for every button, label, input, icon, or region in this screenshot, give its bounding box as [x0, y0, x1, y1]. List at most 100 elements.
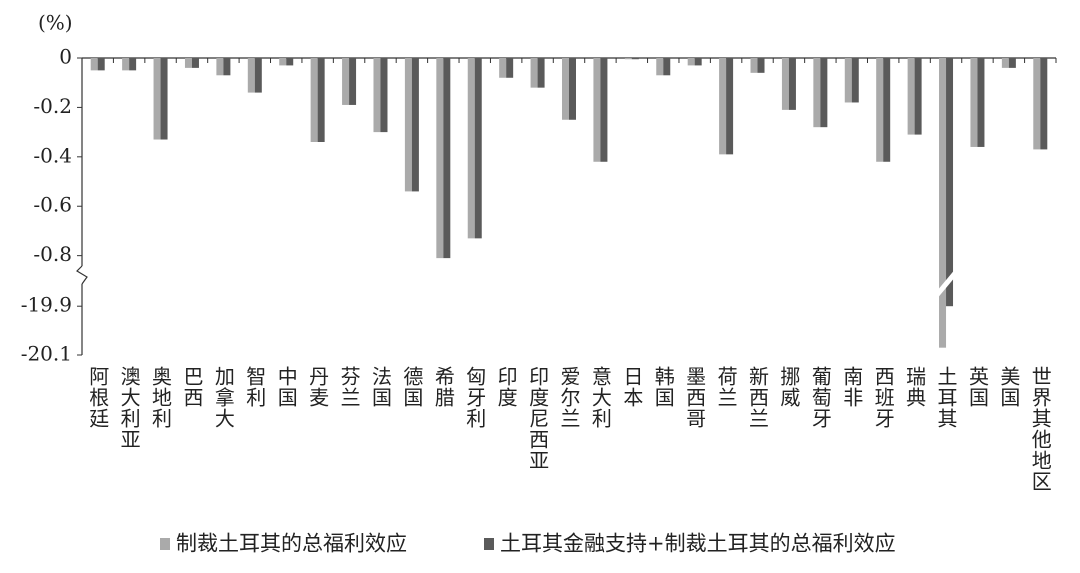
bar [719, 58, 727, 155]
x-tick-label: 中国 [274, 366, 298, 408]
bar [97, 58, 105, 71]
x-tick-label: 澳大利亚 [117, 366, 141, 450]
bar [184, 58, 192, 68]
break-gap [82, 268, 1056, 294]
bar [223, 58, 231, 76]
bar [216, 58, 224, 76]
x-tick-label: 土耳其 [934, 366, 958, 429]
x-tick-label: 新西兰 [746, 366, 770, 429]
x-tick-label: 日本 [620, 366, 644, 408]
bar [757, 58, 765, 73]
x-tick-label: 印度尼西亚 [526, 366, 550, 471]
x-tick-label: 智利 [243, 366, 267, 408]
bar [443, 58, 451, 259]
x-tick-label: 英国 [965, 366, 989, 408]
bar [1040, 58, 1048, 150]
bar [317, 58, 325, 142]
bar [436, 58, 444, 259]
bar [404, 58, 412, 192]
bar [562, 58, 569, 120]
x-tick-label: 南非 [840, 366, 864, 408]
bar [781, 58, 789, 110]
bar [1001, 58, 1009, 68]
x-tick-label: 匈牙利 [463, 366, 487, 429]
bar [499, 58, 507, 78]
bar [600, 58, 608, 162]
bar [373, 58, 381, 133]
bar [286, 58, 294, 66]
bar [687, 58, 695, 66]
y-tick-label: -0.4 [33, 143, 72, 167]
bar [129, 58, 137, 71]
bar [977, 58, 985, 147]
x-tick-label: 加拿大 [211, 366, 235, 429]
bar [349, 58, 357, 105]
y-tick-label: -0.2 [33, 94, 72, 118]
bar [191, 58, 199, 68]
bar [624, 58, 632, 60]
bar [750, 58, 758, 73]
x-tick-label: 巴西 [180, 366, 204, 408]
bar [569, 58, 576, 120]
bar [342, 58, 350, 105]
legend-swatch [160, 538, 170, 550]
bar [946, 58, 954, 307]
bar [631, 58, 639, 60]
bar [1008, 58, 1016, 68]
bar [122, 58, 130, 71]
bar [380, 58, 388, 133]
x-tick-label: 荷兰 [714, 366, 738, 408]
y-tick-label: -19.9 [21, 293, 72, 317]
y-tick-label: 0 [59, 45, 72, 69]
bar [726, 58, 734, 155]
legend-label: 制裁土耳其的总福利效应 [176, 532, 407, 556]
bar [907, 58, 915, 135]
bar [851, 58, 859, 103]
bar [467, 58, 475, 239]
x-tick-label: 西班牙 [871, 366, 895, 429]
x-tick-label: 阿根廷 [86, 366, 110, 429]
x-tick-label: 芬兰 [337, 366, 361, 408]
x-tick-label: 墨西哥 [683, 366, 707, 429]
x-tick-label: 印度 [494, 366, 518, 408]
bar [411, 58, 419, 192]
x-tick-label: 希腊 [431, 366, 455, 408]
x-tick-label: 德国 [400, 366, 424, 408]
bar [813, 58, 821, 128]
bar [970, 58, 978, 147]
x-tick-label: 奥地利 [149, 366, 173, 429]
bar [656, 58, 664, 76]
bar [153, 58, 161, 140]
legend-label: 土耳其金融支持+制裁土耳其的总福利效应 [500, 532, 896, 556]
axis-break [76, 265, 88, 285]
bar [530, 58, 538, 88]
bar [537, 58, 545, 88]
x-tick-label: 瑞典 [903, 366, 927, 408]
bar [160, 58, 168, 140]
y-tick-label: -0.6 [33, 193, 72, 217]
x-tick-label: 挪威 [777, 366, 801, 408]
bar [883, 58, 891, 162]
bar [876, 58, 884, 162]
bar [506, 58, 514, 78]
legend-swatch [484, 538, 494, 550]
y-axis-label: (%) [38, 11, 73, 35]
bar [90, 58, 98, 71]
bar [694, 58, 702, 66]
bar-break [934, 270, 958, 298]
x-tick-label: 爱尔兰 [557, 366, 581, 429]
bar [663, 58, 671, 76]
y-tick-label: -0.8 [33, 242, 72, 266]
bar [310, 58, 318, 142]
x-tick-label: 丹麦 [306, 366, 330, 408]
x-tick-label: 葡萄牙 [808, 366, 832, 429]
bar [474, 58, 482, 239]
bar [914, 58, 922, 135]
bar [844, 58, 852, 103]
x-tick-label: 法国 [368, 366, 392, 408]
bar [820, 58, 828, 128]
bar [939, 58, 947, 348]
bar [279, 58, 287, 66]
x-tick-label: 韩国 [651, 366, 675, 408]
